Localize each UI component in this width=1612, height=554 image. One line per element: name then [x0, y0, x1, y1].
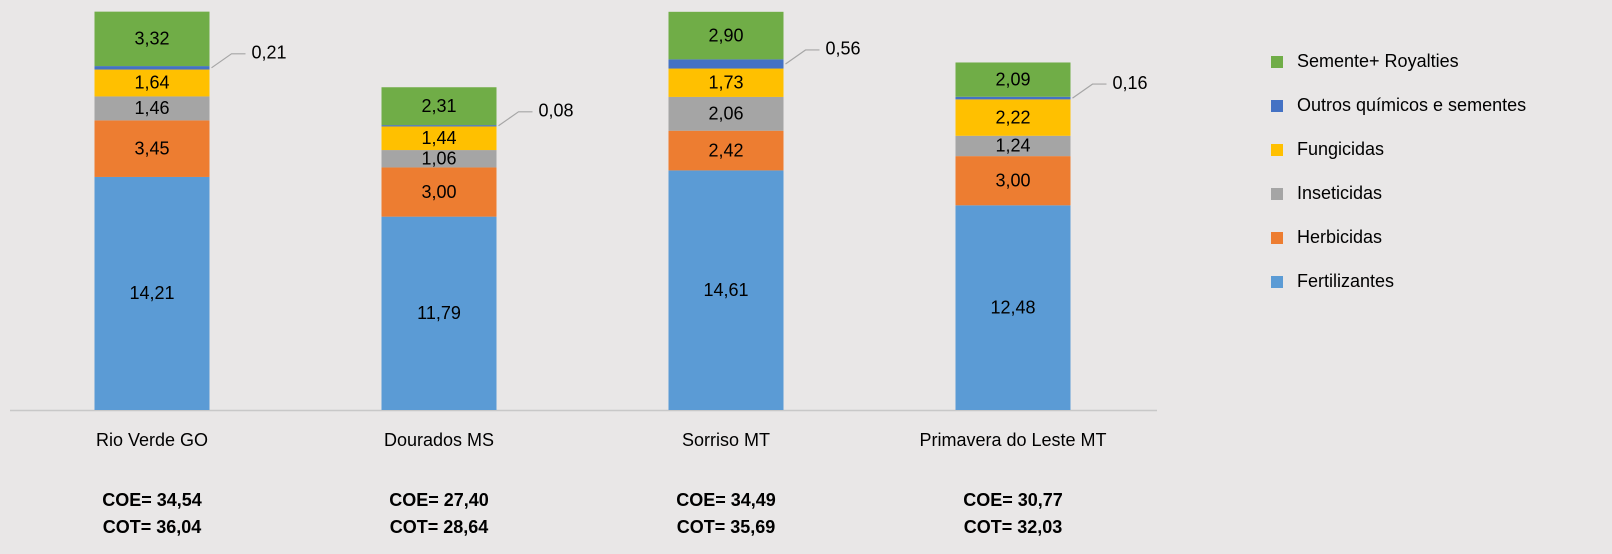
legend-label: Semente+ Royalties [1297, 51, 1459, 71]
x-tick-label: Sorriso MT [682, 430, 770, 450]
bar-segment [955, 205, 1071, 410]
bar-segment [381, 167, 497, 217]
bar-segment [668, 130, 784, 171]
data-label: 1,24 [995, 136, 1030, 156]
bar-segment [94, 96, 210, 121]
data-label: 2,22 [995, 107, 1030, 127]
bar-segment [668, 170, 784, 410]
bar-segment [955, 156, 1071, 206]
legend-swatch [1271, 232, 1283, 244]
data-label: 0,21 [252, 43, 287, 63]
data-label: 14,61 [703, 280, 748, 300]
annotation: COT= 28,64 [390, 517, 489, 537]
x-tick-label: Rio Verde GO [96, 430, 208, 450]
leader-line [211, 53, 246, 69]
data-label: 2,31 [421, 96, 456, 116]
data-label: 11,79 [417, 303, 461, 323]
data-label: 2,90 [708, 25, 743, 45]
bar-segment [668, 96, 784, 131]
annotation: COE= 30,77 [963, 490, 1063, 510]
legend-label: Herbicidas [1297, 227, 1382, 247]
data-label: 0,56 [826, 39, 861, 59]
bar-segment [668, 11, 784, 60]
bar-segment [94, 120, 210, 177]
annotation: COE= 27,40 [389, 490, 489, 510]
data-label: 3,32 [134, 29, 169, 49]
data-label: 1,44 [421, 128, 456, 148]
bar-segment [94, 11, 210, 67]
data-label: 3,45 [134, 138, 169, 158]
bar-segment [381, 125, 497, 127]
data-label: 1,64 [134, 73, 169, 93]
legend-swatch [1271, 188, 1283, 200]
legend-swatch [1271, 144, 1283, 156]
bar-segment [381, 150, 497, 168]
annotation: COT= 32,03 [964, 517, 1063, 537]
legend-swatch [1271, 100, 1283, 112]
bar-segment [955, 135, 1071, 157]
annotation: COE= 34,54 [102, 490, 202, 510]
leader-line [1072, 83, 1107, 99]
bar-segment [94, 69, 210, 97]
bar-segment [381, 87, 497, 126]
data-label: 0,08 [539, 101, 574, 121]
bar-segment [955, 96, 1071, 100]
data-label: 14,21 [129, 283, 174, 303]
data-label: 3,00 [995, 170, 1030, 190]
data-label: 1,73 [708, 72, 743, 92]
legend-label: Fertilizantes [1297, 271, 1394, 291]
bar-segment [381, 126, 497, 151]
legend-label: Inseticidas [1297, 183, 1382, 203]
bar-segment [668, 59, 784, 69]
x-tick-label: Primavera do Leste MT [919, 430, 1106, 450]
leader-line [498, 111, 533, 127]
data-label: 3,00 [421, 182, 456, 202]
data-label: 2,09 [995, 69, 1030, 89]
legend-swatch [1271, 56, 1283, 68]
bar-segment [955, 99, 1071, 136]
legend-label: Outros químicos e sementes [1297, 95, 1526, 115]
data-label: 2,42 [708, 140, 743, 160]
legend-swatch [1271, 276, 1283, 288]
bar-segment [94, 66, 210, 70]
data-label: 2,06 [708, 104, 743, 124]
data-label: 1,46 [134, 98, 169, 118]
bar-segment [955, 62, 1071, 97]
bar-segment [381, 216, 497, 410]
annotation: COT= 36,04 [103, 517, 202, 537]
x-tick-label: Dourados MS [384, 430, 494, 450]
bar-segment [94, 176, 210, 410]
bar-segment [668, 68, 784, 97]
annotation: COT= 35,69 [677, 517, 776, 537]
data-label: 0,16 [1113, 73, 1148, 93]
legend-label: Fungicidas [1297, 139, 1384, 159]
data-label: 1,06 [421, 149, 456, 169]
data-label: 12,48 [990, 297, 1035, 317]
leader-line [785, 49, 820, 65]
annotation: COE= 34,49 [676, 490, 776, 510]
